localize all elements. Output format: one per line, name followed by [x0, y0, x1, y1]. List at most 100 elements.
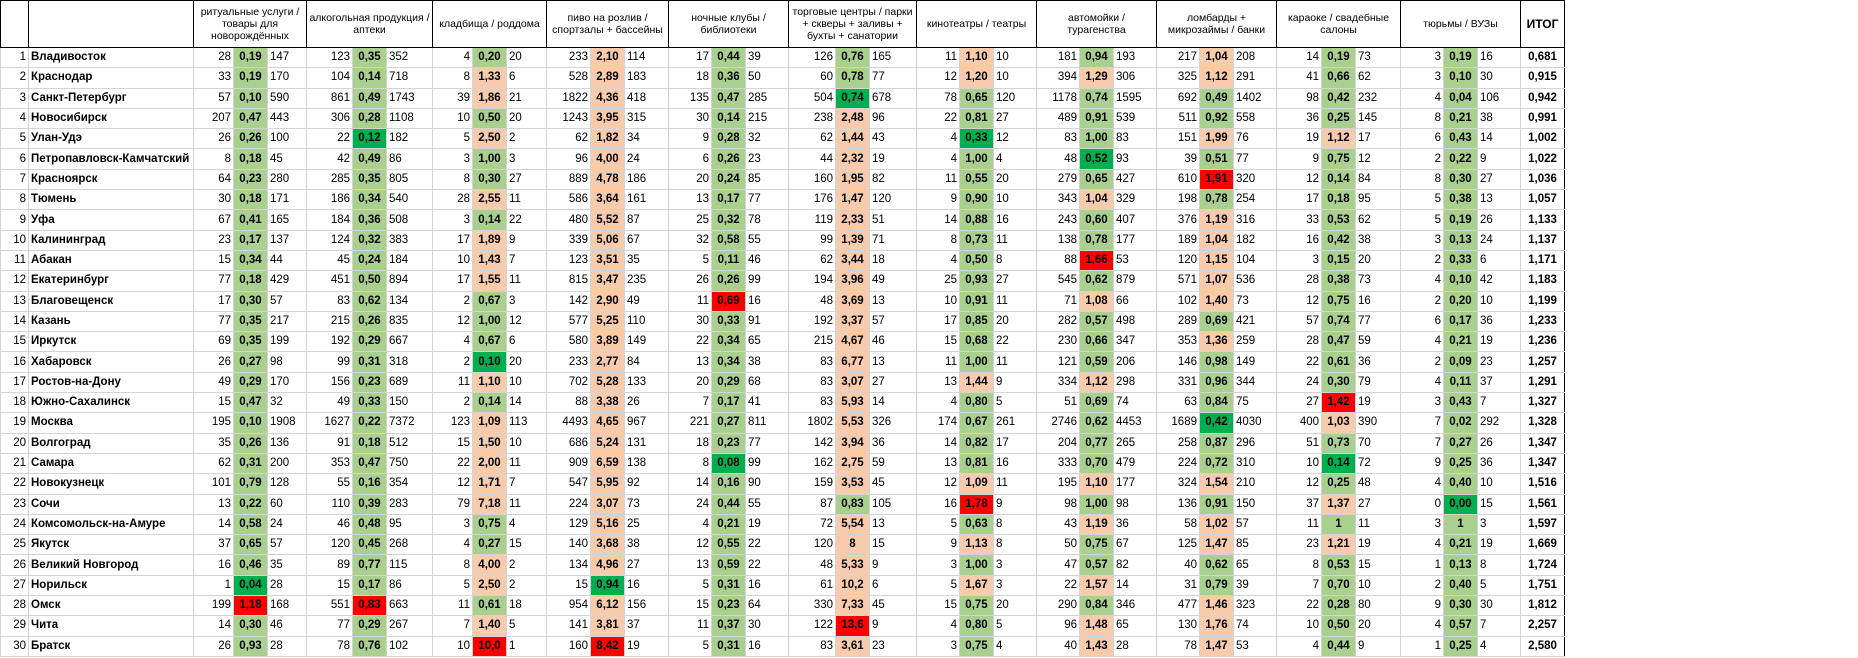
- count-b: 310: [1233, 452, 1277, 475]
- count-a: 8: [1276, 554, 1322, 576]
- count-b: 32: [745, 128, 789, 150]
- count-b: 4: [1477, 635, 1521, 657]
- count-a: 181: [1036, 46, 1080, 69]
- count-a: 9: [916, 189, 960, 211]
- ratio: 1,76: [1199, 615, 1234, 637]
- ratio: 0,10: [1443, 270, 1478, 292]
- ratio: 0,23: [711, 595, 746, 617]
- count-b: 28: [267, 635, 307, 657]
- ratio: 0,70: [1079, 452, 1114, 475]
- count-b: 10: [993, 46, 1037, 69]
- count-a: 215: [306, 310, 353, 333]
- ratio: 1,12: [1079, 371, 1114, 394]
- count-b: 199: [267, 331, 307, 353]
- city-name: Сочи: [28, 493, 194, 515]
- ratio: 8,42: [590, 635, 625, 657]
- count-a: 96: [546, 148, 591, 170]
- count-a: 686: [546, 432, 591, 454]
- count-a: 2: [432, 290, 473, 312]
- ratio: 0,31: [233, 452, 268, 475]
- ratio: 1,95: [835, 168, 870, 191]
- ratio: 1,44: [835, 128, 870, 150]
- count-b: 26: [1477, 209, 1521, 231]
- count-b: 39: [745, 46, 789, 69]
- count-a: 11: [668, 615, 712, 637]
- column-header: ритуальные услуги / товары для новорождё…: [193, 0, 307, 48]
- count-b: 2: [506, 128, 547, 150]
- ratio: 0,27: [711, 412, 746, 434]
- ratio: 0,30: [1443, 168, 1478, 191]
- ratio: 0,87: [1199, 432, 1234, 454]
- count-a: 5: [1400, 209, 1444, 231]
- count-a: 83: [1036, 128, 1080, 150]
- count-b: 60: [267, 493, 307, 515]
- ratio: 2,89: [590, 67, 625, 89]
- count-a: 10: [432, 107, 473, 130]
- count-a: 2: [432, 392, 473, 414]
- total: 1,561: [1520, 493, 1565, 515]
- ratio: 1: [1321, 513, 1356, 536]
- ratio: 0,25: [1443, 635, 1478, 657]
- ratio: 1,09: [472, 412, 507, 434]
- count-a: 12: [432, 310, 473, 333]
- ratio: 3,61: [835, 635, 870, 657]
- row-number: 19: [0, 412, 29, 434]
- ratio: 0,67: [472, 290, 507, 312]
- count-a: 909: [546, 452, 591, 475]
- table-row: 28 Омск 199 1,18 168 551 0,83 663 11 0,61 18 954 6,1…: [0, 595, 1565, 617]
- count-a: 3: [1400, 513, 1444, 536]
- count-b: 5: [993, 615, 1037, 637]
- count-a: 16: [1276, 229, 1322, 251]
- count-a: 37: [193, 534, 234, 556]
- ratio: 0,76: [352, 635, 387, 657]
- count-b: 235: [624, 270, 669, 292]
- ratio: 1,39: [835, 229, 870, 251]
- count-b: 99: [745, 452, 789, 475]
- count-a: 14: [1276, 46, 1322, 69]
- count-a: 28: [1276, 331, 1322, 353]
- count-b: 498: [1113, 310, 1157, 333]
- count-b: 77: [869, 67, 917, 89]
- count-a: 6: [668, 148, 712, 170]
- ratio: 0,35: [352, 46, 387, 69]
- column-header: алкогольная продукция / аптеки: [306, 0, 433, 48]
- count-a: 9: [668, 128, 712, 150]
- count-b: 17: [993, 432, 1037, 454]
- count-a: 129: [546, 513, 591, 536]
- count-b: 55: [745, 493, 789, 515]
- ratio: 0,66: [1321, 67, 1356, 89]
- count-b: 19: [1477, 534, 1521, 556]
- count-a: 324: [1156, 473, 1200, 495]
- ratio: 0,59: [711, 554, 746, 576]
- count-b: 21: [506, 87, 547, 109]
- count-b: 11: [993, 229, 1037, 251]
- count-b: 13: [869, 351, 917, 373]
- ratio: 1,12: [1199, 67, 1234, 89]
- ratio: 0,82: [959, 432, 994, 454]
- ratio: 0,57: [1079, 554, 1114, 576]
- count-b: 184: [386, 249, 433, 272]
- ratio: 1,33: [472, 67, 507, 89]
- count-b: 182: [1233, 229, 1277, 251]
- count-b: 678: [869, 87, 917, 109]
- count-b: 10: [506, 432, 547, 454]
- count-a: 78: [1156, 635, 1200, 657]
- count-b: 19: [1477, 331, 1521, 353]
- count-a: 25: [668, 209, 712, 231]
- count-b: 37: [1477, 371, 1521, 394]
- count-b: 77: [1355, 310, 1401, 333]
- count-b: 329: [1113, 189, 1157, 211]
- count-b: 4: [506, 513, 547, 536]
- count-b: 95: [386, 513, 433, 536]
- row-number: 3: [0, 87, 29, 109]
- ratio: 0,74: [1079, 87, 1114, 109]
- total: 1,669: [1520, 534, 1565, 556]
- count-b: 835: [386, 310, 433, 333]
- ratio: 0,42: [1321, 87, 1356, 109]
- table-row: 26 Великий Новгород 16 0,46 35 89 0,77 115 8 4,00…: [0, 554, 1565, 576]
- ratio: 3,69: [835, 290, 870, 312]
- city-name: Чита: [28, 615, 194, 637]
- count-b: 443: [267, 107, 307, 130]
- count-b: 72: [1355, 452, 1401, 475]
- count-b: 37: [624, 615, 669, 637]
